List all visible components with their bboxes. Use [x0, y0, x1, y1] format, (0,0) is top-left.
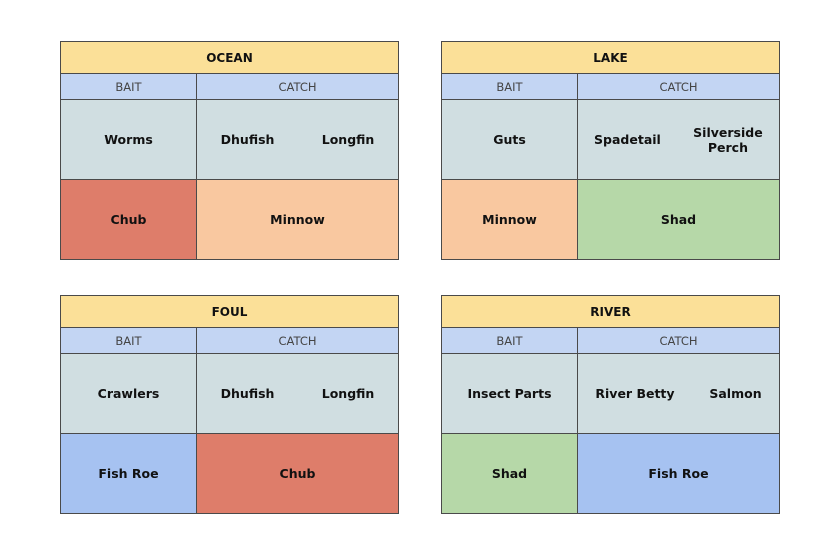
catch-cell: River Betty Salmon [577, 353, 780, 434]
bait-cell: Crawlers [60, 353, 197, 434]
catch-item: Dhufish [220, 132, 275, 147]
bait-header: BAIT [60, 327, 197, 354]
catch-item: River Betty [595, 386, 675, 401]
catch-header: CATCH [196, 73, 399, 100]
catch-item: Longfin [321, 386, 375, 401]
panel-lake: LAKE BAIT CATCH Guts Spadetail Silversid… [441, 41, 780, 260]
catch-item: Spadetail [594, 132, 661, 147]
bottom-catch-cell: Minnow [196, 179, 399, 260]
catch-item: Silverside Perch [693, 124, 763, 155]
bottom-catch-cell: Chub [196, 433, 399, 514]
panel-title: LAKE [441, 41, 780, 74]
panel-title: RIVER [441, 295, 780, 328]
catch-cell: Dhufish Longfin [196, 99, 399, 180]
bottom-bait-cell: Minnow [441, 179, 578, 260]
panel-river: RIVER BAIT CATCH Insect Parts River Bett… [441, 295, 780, 514]
bait-header: BAIT [441, 73, 578, 100]
bottom-catch-cell: Fish Roe [577, 433, 780, 514]
bottom-bait-cell: Shad [441, 433, 578, 514]
catch-header: CATCH [577, 327, 780, 354]
catch-cell: Spadetail Silverside Perch [577, 99, 780, 180]
catch-cell: Dhufish Longfin [196, 353, 399, 434]
catch-item: Dhufish [220, 386, 275, 401]
catch-item: Salmon [709, 386, 762, 401]
panel-foul: FOUL BAIT CATCH Crawlers Dhufish Longfin… [60, 295, 399, 514]
panel-ocean: OCEAN BAIT CATCH Worms Dhufish Longfin C… [60, 41, 399, 260]
bait-cell: Insect Parts [441, 353, 578, 434]
catch-header: CATCH [577, 73, 780, 100]
bottom-bait-cell: Fish Roe [60, 433, 197, 514]
catch-header: CATCH [196, 327, 399, 354]
panel-title: FOUL [60, 295, 399, 328]
panel-title: OCEAN [60, 41, 399, 74]
bait-header: BAIT [60, 73, 197, 100]
bait-cell: Guts [441, 99, 578, 180]
bottom-catch-cell: Shad [577, 179, 780, 260]
bait-cell: Worms [60, 99, 197, 180]
bottom-bait-cell: Chub [60, 179, 197, 260]
catch-item: Longfin [321, 132, 375, 147]
bait-header: BAIT [441, 327, 578, 354]
